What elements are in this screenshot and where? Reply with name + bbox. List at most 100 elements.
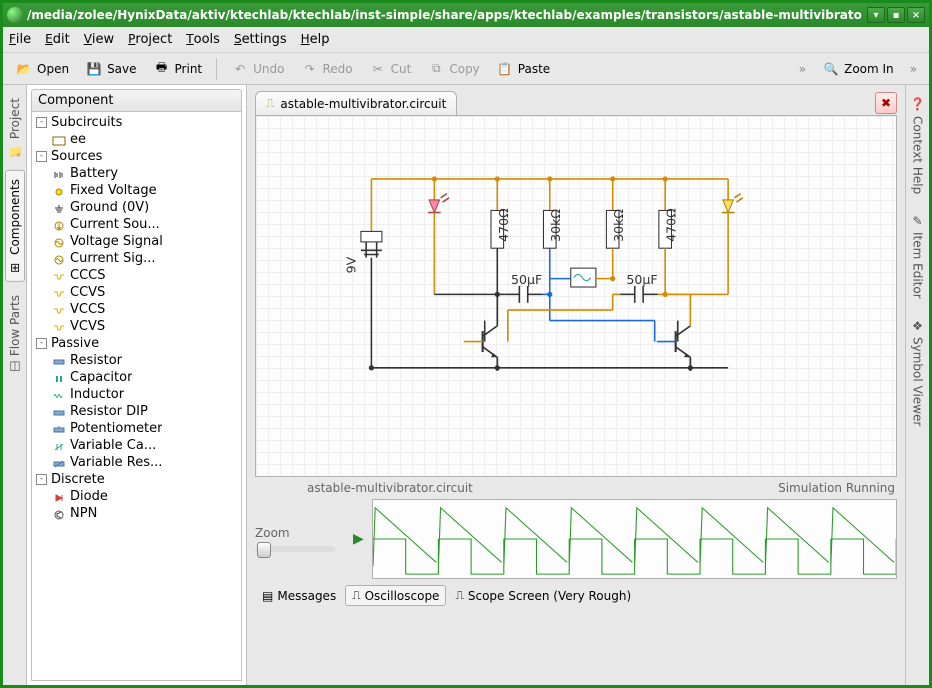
zoom-slider[interactable] bbox=[255, 546, 335, 552]
tree-item[interactable]: NPN bbox=[36, 505, 237, 522]
menubar: File Edit View Project Tools Settings He… bbox=[3, 27, 929, 53]
tree-item[interactable]: Variable Ca... bbox=[36, 437, 237, 454]
left-tab-strip: 📁Project ⊞Components ◫Flow Parts bbox=[3, 85, 27, 685]
tab-item-editor[interactable]: ✎Item Editor bbox=[909, 206, 927, 307]
menu-edit[interactable]: Edit bbox=[45, 32, 70, 47]
minimize-button[interactable]: ▾ bbox=[867, 7, 885, 23]
tree-item[interactable]: Capacitor bbox=[36, 369, 237, 386]
tab-close-button[interactable]: ✖ bbox=[875, 92, 897, 114]
component-tree[interactable]: -Subcircuitsee-SourcesBatteryFixed Volta… bbox=[31, 112, 242, 681]
toolbar-overflow-left[interactable]: » bbox=[793, 62, 812, 76]
tree-group[interactable]: -Discrete bbox=[36, 471, 237, 488]
tree-item[interactable]: CCVS bbox=[36, 284, 237, 301]
maximize-button[interactable]: ▪ bbox=[887, 7, 905, 23]
svg-text:50μF: 50μF bbox=[626, 272, 657, 287]
undo-button[interactable]: ↶Undo bbox=[225, 57, 290, 81]
circuit-canvas[interactable]: 9V470Ω30kΩ30kΩ470Ω50μF50μF bbox=[255, 115, 897, 477]
tree-label: Current Sou... bbox=[70, 217, 160, 232]
menu-tools[interactable]: Tools bbox=[186, 32, 220, 47]
project-icon: 📁 bbox=[8, 143, 22, 157]
tree-label: CCCS bbox=[70, 268, 105, 283]
oscilloscope-canvas[interactable] bbox=[372, 499, 897, 579]
redo-button[interactable]: ↷Redo bbox=[295, 57, 359, 81]
paste-button[interactable]: 📋Paste bbox=[490, 57, 556, 81]
cs2-icon bbox=[52, 254, 66, 264]
tab-project[interactable]: 📁Project bbox=[5, 89, 25, 166]
document-tab[interactable]: ⎍ astable-multivibrator.circuit bbox=[255, 91, 457, 115]
tree-item[interactable]: Variable Res... bbox=[36, 454, 237, 471]
help-icon: ❓ bbox=[911, 97, 925, 112]
tree-group[interactable]: -Sources bbox=[36, 148, 237, 165]
tree-item[interactable]: VCCS bbox=[36, 301, 237, 318]
menu-help[interactable]: Help bbox=[301, 32, 330, 47]
tab-messages[interactable]: ▤Messages bbox=[255, 586, 343, 606]
cc-icon bbox=[52, 322, 66, 332]
tree-label: Discrete bbox=[51, 472, 105, 487]
tree-item[interactable]: CCCS bbox=[36, 267, 237, 284]
tree-item[interactable]: Voltage Signal bbox=[36, 233, 237, 250]
close-button[interactable]: × bbox=[907, 7, 925, 23]
cut-button[interactable]: ✂Cut bbox=[363, 57, 418, 81]
print-icon: 🖶 bbox=[153, 60, 171, 78]
redo-icon: ↷ bbox=[301, 60, 319, 78]
tree-item[interactable]: Resistor DIP bbox=[36, 403, 237, 420]
tree-label: Sources bbox=[51, 149, 102, 164]
dio-icon bbox=[52, 492, 66, 502]
circuit-icon: ⎍ bbox=[266, 96, 274, 111]
tree-label: Current Sig... bbox=[70, 251, 155, 266]
svg-text:9V: 9V bbox=[344, 256, 359, 273]
print-button[interactable]: 🖶Print bbox=[147, 57, 209, 81]
tree-item[interactable]: Current Sig... bbox=[36, 250, 237, 267]
paste-icon: 📋 bbox=[496, 60, 514, 78]
tree-item[interactable]: Battery bbox=[36, 165, 237, 182]
tree-item[interactable]: VCVS bbox=[36, 318, 237, 335]
cut-icon: ✂ bbox=[369, 60, 387, 78]
cs-icon bbox=[52, 220, 66, 230]
menu-view[interactable]: View bbox=[84, 32, 114, 47]
zoomin-button[interactable]: 🔍Zoom In bbox=[816, 57, 900, 81]
tree-item[interactable]: Current Sou... bbox=[36, 216, 237, 233]
play-icon[interactable]: ▶ bbox=[353, 531, 364, 547]
tree-item[interactable]: Potentiometer bbox=[36, 420, 237, 437]
tree-item[interactable]: Resistor bbox=[36, 352, 237, 369]
tree-label: Passive bbox=[51, 336, 99, 351]
open-button[interactable]: 📂Open bbox=[9, 57, 75, 81]
save-button[interactable]: 💾Save bbox=[79, 57, 142, 81]
toolbar: 📂Open 💾Save 🖶Print ↶Undo ↷Redo ✂Cut ⧉Cop… bbox=[3, 53, 929, 85]
tab-context-help[interactable]: ❓Context Help bbox=[909, 89, 927, 202]
menu-project[interactable]: Project bbox=[128, 32, 172, 47]
tree-group[interactable]: -Subcircuits bbox=[36, 114, 237, 131]
svg-text:30kΩ: 30kΩ bbox=[548, 209, 563, 242]
app-icon bbox=[7, 7, 23, 23]
tree-item[interactable]: Diode bbox=[36, 488, 237, 505]
copy-icon: ⧉ bbox=[427, 60, 445, 78]
undo-icon: ↶ bbox=[231, 60, 249, 78]
sidebar-header: Component bbox=[31, 89, 242, 112]
gnd-icon bbox=[52, 203, 66, 213]
tab-components[interactable]: ⊞Components bbox=[5, 170, 25, 282]
npn-icon bbox=[52, 509, 66, 519]
tab-flowparts[interactable]: ◫Flow Parts bbox=[5, 286, 25, 383]
tree-item[interactable]: Fixed Voltage bbox=[36, 182, 237, 199]
tree-group[interactable]: -Passive bbox=[36, 335, 237, 352]
menu-file[interactable]: File bbox=[9, 32, 31, 47]
tree-item[interactable]: ee bbox=[36, 131, 237, 148]
tab-scope-screen[interactable]: ⎍Scope Screen (Very Rough) bbox=[448, 585, 638, 606]
tree-item[interactable]: Inductor bbox=[36, 386, 237, 403]
vs-icon bbox=[52, 237, 66, 247]
tree-item[interactable]: Ground (0V) bbox=[36, 199, 237, 216]
tree-label: Subcircuits bbox=[51, 115, 122, 130]
open-icon: 📂 bbox=[15, 60, 33, 78]
save-icon: 💾 bbox=[85, 60, 103, 78]
toolbar-overflow-right[interactable]: » bbox=[904, 62, 923, 76]
oscilloscope-icon: ⎍ bbox=[352, 588, 360, 603]
sub-icon bbox=[52, 135, 66, 145]
tree-label: Variable Res... bbox=[70, 455, 162, 470]
copy-button[interactable]: ⧉Copy bbox=[421, 57, 485, 81]
tab-oscilloscope[interactable]: ⎍Oscilloscope bbox=[345, 585, 446, 606]
tree-label: Variable Ca... bbox=[70, 438, 156, 453]
tab-symbol-viewer[interactable]: ❖Symbol Viewer bbox=[909, 311, 927, 434]
symbol-icon: ❖ bbox=[911, 319, 925, 333]
menu-settings[interactable]: Settings bbox=[234, 32, 287, 47]
tree-label: Fixed Voltage bbox=[70, 183, 157, 198]
